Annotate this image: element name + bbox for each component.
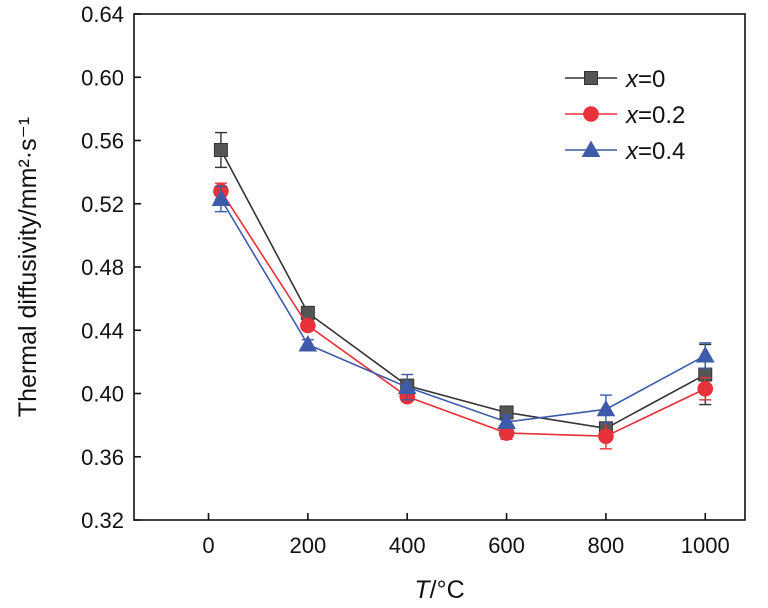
- x-tick-label: 0: [202, 533, 214, 558]
- data-point: [298, 334, 318, 352]
- series-triangle: [211, 185, 715, 429]
- y-tick-label: 0.36: [81, 445, 124, 470]
- x-tick-label: 200: [290, 533, 327, 558]
- x-axis-variable: T: [414, 576, 431, 604]
- x-tick-label: 600: [488, 533, 525, 558]
- data-point: [397, 377, 417, 395]
- ticks-layer: 0.32 0.36 0.40 0.44 0.48 0.52 0.56 0.60 0.64 0 200…: [81, 2, 730, 558]
- x-tick-label: 1000: [681, 533, 730, 558]
- series-circle: [213, 182, 714, 450]
- data-point: [596, 399, 616, 417]
- y-tick-label: 0.56: [81, 129, 124, 154]
- data-point: [697, 380, 714, 397]
- y-tick-label: 0.60: [81, 65, 124, 90]
- legend-label: x=0.2: [625, 102, 685, 129]
- data-point: [497, 412, 516, 429]
- y-tick-label: 0.32: [81, 508, 124, 533]
- y-tick-label: 0.52: [81, 192, 124, 217]
- data-point: [695, 346, 715, 363]
- data-point: [598, 428, 614, 444]
- y-axis-title: Thermal diffusivity/mm²·s⁻¹: [14, 117, 42, 417]
- data-point: [211, 189, 231, 206]
- legend-entry-circle: x=0.2: [565, 102, 685, 129]
- series-layer: [211, 131, 715, 450]
- x-tick-label: 800: [588, 533, 625, 558]
- legend-marker: [581, 140, 601, 157]
- y-tick-label: 0.48: [81, 255, 124, 280]
- data-point: [300, 317, 316, 334]
- x-axis-title: T/°C: [414, 576, 464, 604]
- legend-marker: [584, 71, 598, 85]
- legend-label: x=0.4: [625, 138, 685, 165]
- y-tick-label: 0.44: [81, 318, 124, 343]
- legend: x=0 x=0.2 x=0.4: [565, 66, 685, 165]
- y-tick-label: 0.64: [81, 2, 124, 27]
- series-line: [220, 149, 706, 430]
- y-tick-label: 0.40: [81, 382, 124, 407]
- legend-entry-square: x=0: [565, 66, 665, 93]
- data-point: [213, 142, 228, 157]
- legend-label: x=0: [625, 66, 665, 93]
- series-square: [213, 131, 713, 436]
- x-tick-label: 400: [389, 533, 426, 558]
- series-line: [220, 198, 706, 423]
- legend-marker: [583, 106, 599, 122]
- x-axis-unit: /°C: [430, 576, 465, 604]
- legend-entry-triangle: x=0.4: [565, 138, 685, 165]
- series-line: [220, 190, 706, 437]
